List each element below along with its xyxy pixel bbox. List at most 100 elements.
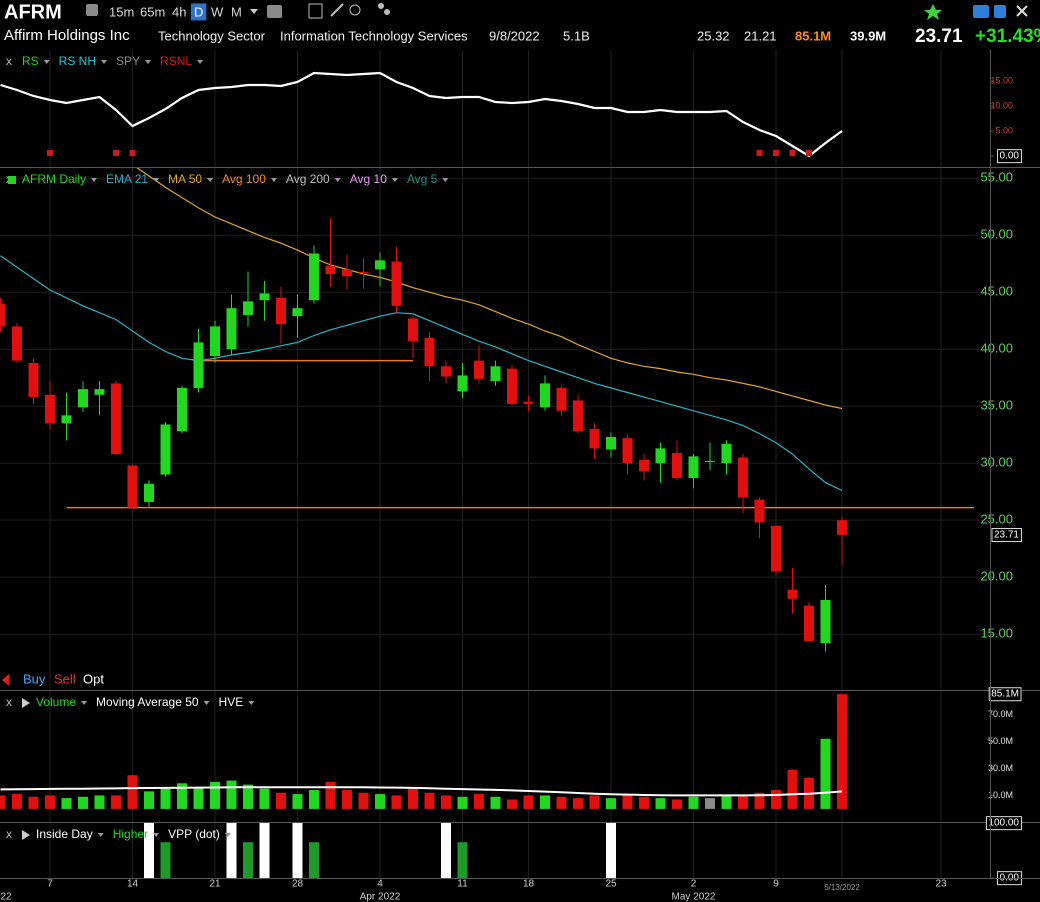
sell-button[interactable]: Sell — [54, 671, 76, 686]
dropdown[interactable] — [224, 833, 231, 837]
dropdown[interactable] — [207, 178, 214, 182]
bar — [408, 788, 418, 809]
bar — [771, 790, 781, 809]
timeframe[interactable]: W — [211, 4, 224, 19]
legend-entry[interactable]: RS NH — [59, 54, 96, 68]
candle-body — [672, 452, 682, 479]
legend-entry[interactable]: Avg 200 — [286, 172, 330, 186]
candle-body — [754, 499, 765, 523]
icon[interactable] — [994, 5, 1006, 18]
candle-body — [259, 293, 270, 301]
marker — [113, 150, 119, 156]
icon[interactable] — [384, 9, 390, 15]
candle-body — [556, 387, 567, 411]
icon[interactable] — [2, 674, 9, 686]
icon[interactable] — [330, 3, 344, 17]
dropdown[interactable] — [145, 60, 152, 64]
last-value: 85.1M — [991, 689, 1019, 700]
y-tick-label: 10.0M — [988, 790, 1013, 800]
y-tick-label: 30.00 — [980, 455, 1013, 470]
x-tick-label: 14 — [127, 879, 139, 890]
opt-button[interactable]: Opt — [83, 671, 104, 686]
icon[interactable] — [1016, 5, 1028, 17]
bar — [12, 794, 22, 809]
last-price: 23.71 — [994, 530, 1019, 541]
candle-body — [94, 389, 105, 395]
bar — [309, 790, 319, 809]
line-series — [0, 786, 843, 797]
legend-entry[interactable]: AFRM Daily — [22, 172, 86, 186]
legend-entry[interactable]: RSNL — [160, 54, 192, 68]
timeframe[interactable]: D — [194, 4, 203, 19]
legend-entry[interactable]: Inside Day — [36, 827, 93, 841]
candle-body — [820, 599, 831, 644]
panel-close[interactable]: x — [6, 54, 12, 68]
date: 9/8/2022 — [489, 28, 540, 43]
y-axis: 55.00 50.00 45.00 40.00 35.00 30.00 25.00 20.00… — [980, 170, 1022, 641]
panel-close[interactable]: x — [6, 827, 12, 841]
dropdown[interactable] — [442, 178, 449, 182]
legend-entry[interactable]: EMA 21 — [106, 172, 148, 186]
dropdown[interactable] — [203, 701, 210, 705]
legend-entry[interactable]: MA 50 — [168, 172, 202, 186]
icon[interactable] — [973, 5, 989, 18]
icon[interactable] — [267, 5, 282, 18]
legend-entry[interactable]: RS — [22, 54, 39, 68]
panel-close[interactable]: x — [6, 695, 12, 709]
bar — [573, 798, 583, 809]
candle-body — [292, 308, 303, 317]
timeframe[interactable]: 65m — [140, 4, 165, 19]
timeframe[interactable]: 4h — [172, 4, 186, 19]
legend-entry[interactable]: Avg 5 — [407, 172, 438, 186]
dropdown[interactable] — [391, 178, 398, 182]
dropdown[interactable] — [334, 178, 341, 182]
legend-entry[interactable]: Avg 10 — [350, 172, 387, 186]
dropdown[interactable] — [248, 701, 255, 705]
icon[interactable] — [308, 3, 323, 19]
bar — [61, 798, 72, 809]
icon[interactable] — [349, 4, 361, 16]
y-tick-label: 10.00 — [990, 100, 1013, 110]
timeframe[interactable]: 15m — [109, 4, 134, 19]
candle-body — [589, 429, 600, 449]
marker — [756, 150, 763, 156]
legend-entry[interactable]: VPP (dot) — [168, 827, 220, 841]
y-tick-label: 70.0M — [988, 709, 1013, 719]
dropdown[interactable] — [43, 60, 50, 64]
timeframe[interactable]: M — [231, 4, 242, 19]
dropdown[interactable] — [81, 701, 88, 705]
dropdown[interactable] — [250, 9, 258, 14]
dropdown[interactable] — [91, 178, 98, 182]
legend-entry[interactable]: Moving Average 50 — [96, 695, 199, 709]
bar — [787, 769, 798, 809]
bar — [226, 823, 237, 878]
icon[interactable] — [924, 4, 942, 20]
legend-entry[interactable]: Avg 100 — [222, 172, 266, 186]
legend-entry[interactable]: HVE — [219, 695, 244, 709]
ticker[interactable]: AFRM — [4, 1, 62, 23]
x-tick-label: 2 — [691, 879, 697, 890]
candle-body — [721, 443, 732, 464]
candle-body — [705, 460, 715, 462]
candle-body — [276, 297, 286, 325]
icon[interactable] — [86, 4, 98, 16]
dropdown[interactable] — [153, 833, 160, 837]
candle-body — [655, 448, 666, 464]
last-value-box — [988, 687, 1022, 702]
legend-entry[interactable]: SPY — [116, 54, 140, 68]
dropdown[interactable] — [270, 178, 277, 182]
legend-entry[interactable]: Higher — [113, 827, 148, 841]
candle-body — [309, 253, 319, 301]
icon[interactable] — [378, 3, 384, 9]
y-tick-label: 15.00 — [990, 75, 1013, 85]
y-tick-label: 50.00 — [980, 227, 1013, 242]
buy-button[interactable]: Buy — [23, 671, 46, 686]
dropdown[interactable] — [153, 178, 160, 182]
legend: x Volume Moving Average 50 HVE — [6, 695, 255, 709]
legend-entry[interactable]: Volume — [36, 695, 76, 709]
dropdown[interactable] — [97, 833, 104, 837]
dropdown[interactable] — [197, 60, 204, 64]
dropdown[interactable] — [101, 60, 108, 64]
